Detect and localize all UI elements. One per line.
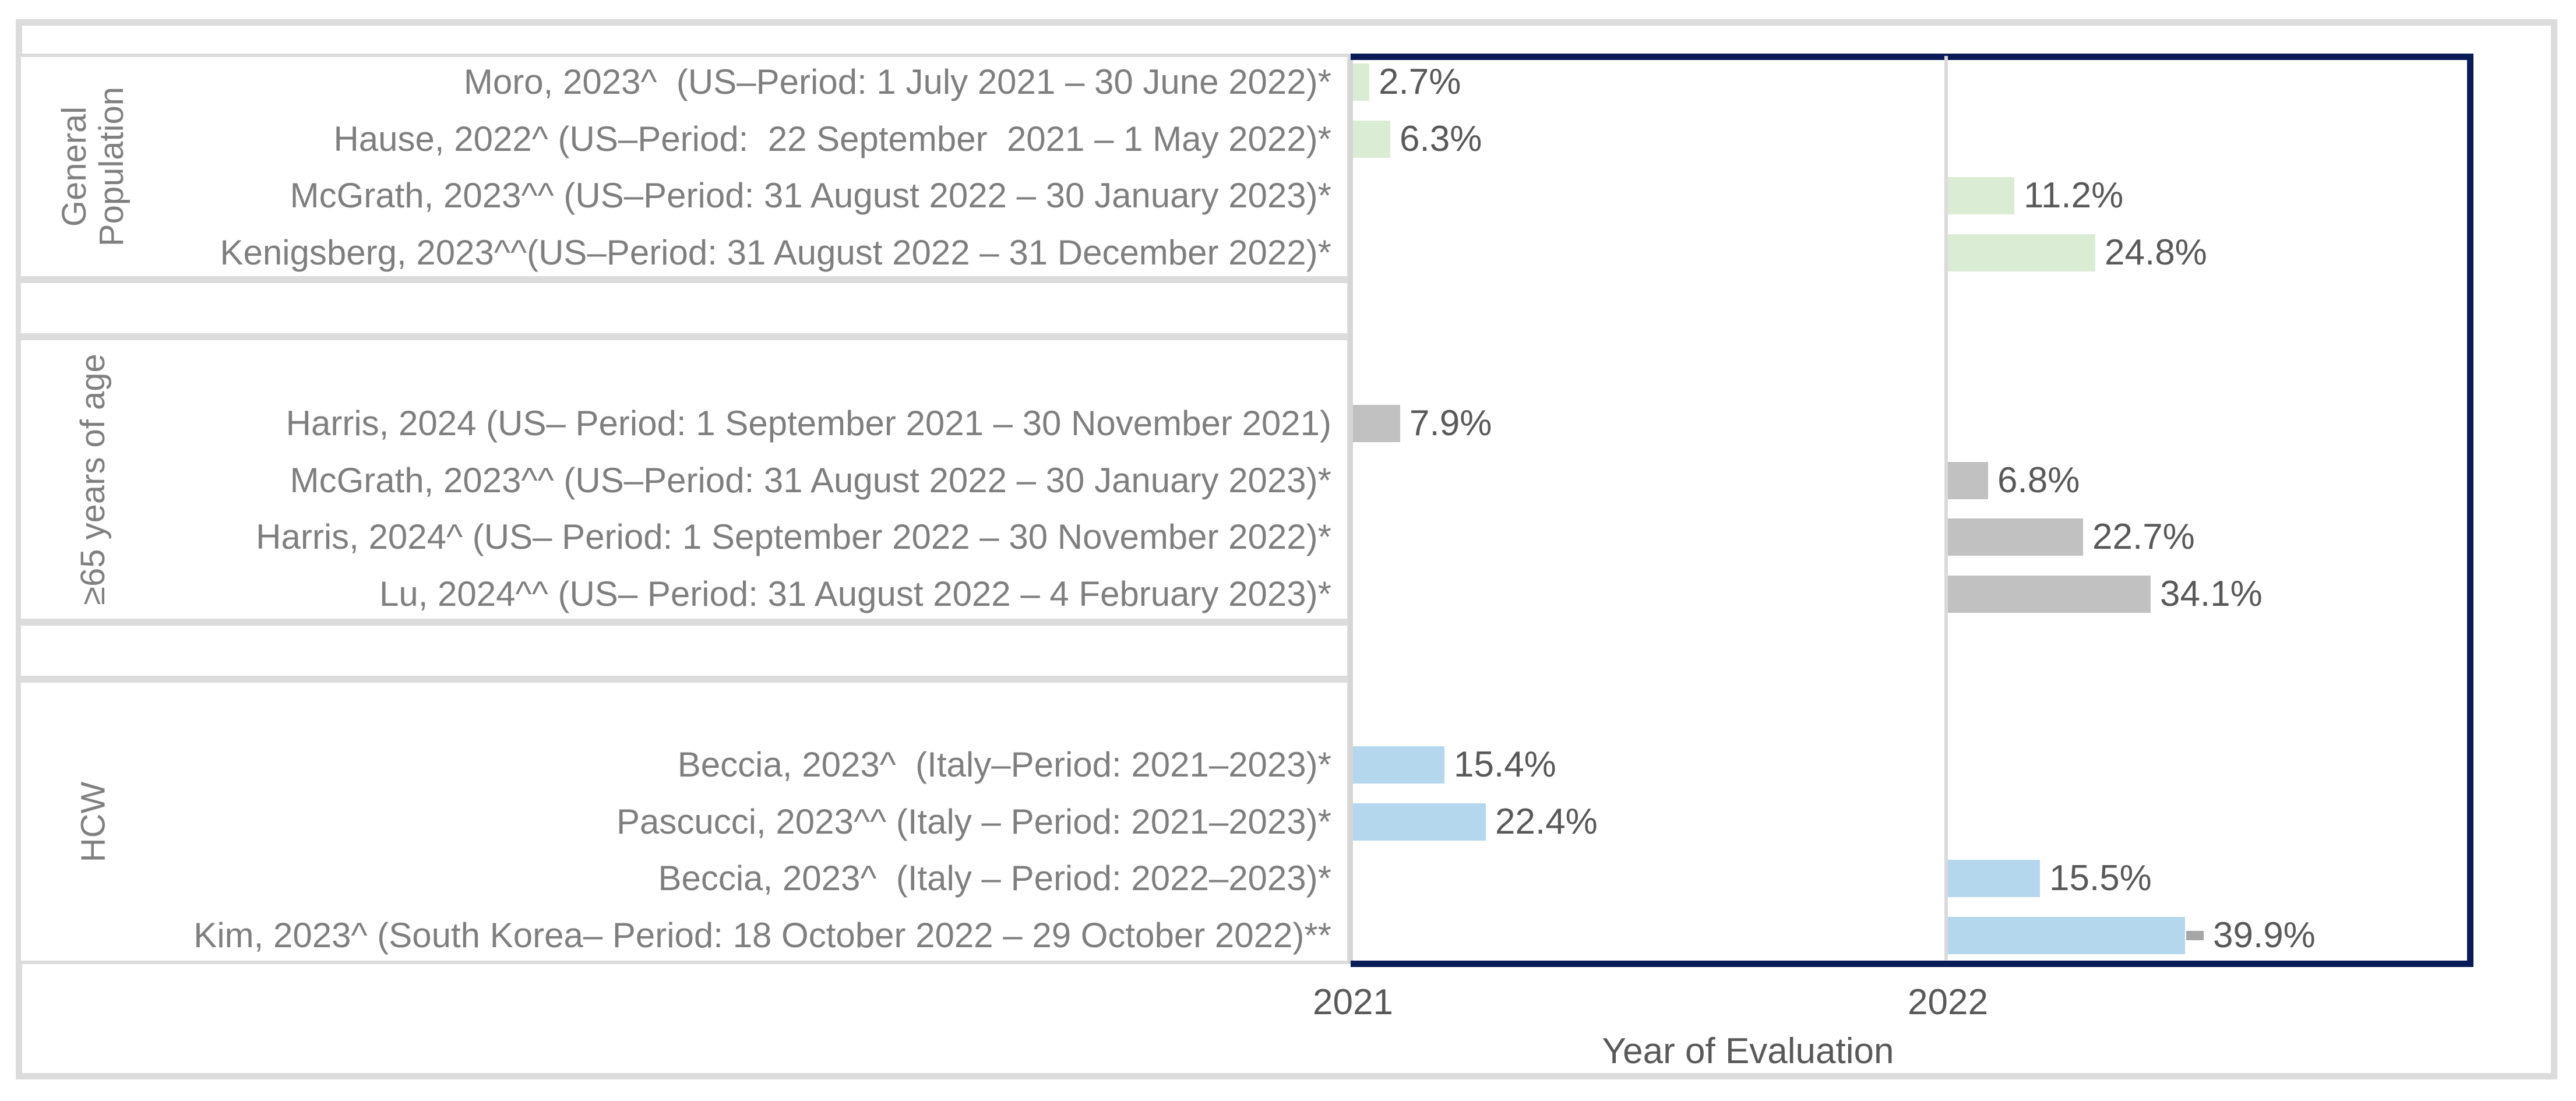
value-label: 34.1% (2160, 574, 2263, 615)
bar-2021-6.3% (1353, 120, 1390, 158)
bar-2022-6.8% (1948, 461, 1988, 499)
value-label: 7.9% (1409, 403, 1492, 443)
group-label-line: HCW (74, 781, 112, 862)
bar-2022-11.2% (1948, 177, 2014, 215)
group-label-1: ≥65 years of age (73, 337, 114, 622)
value-label: 24.8% (2105, 232, 2207, 273)
empty-spacer-box-1 (17, 622, 1351, 679)
study-label: Kim, 2023^ (South Korea– Period: 18 Octo… (193, 916, 1331, 955)
x-tick-2021: 2021 (1313, 982, 1393, 1022)
value-label: 6.3% (1400, 118, 1482, 159)
x-axis-title: Year of Evaluation (1602, 1031, 1894, 1071)
category-axis-line (1348, 54, 1353, 964)
value-label: 22.4% (1495, 801, 1598, 842)
study-label: McGrath, 2023^^ (US–Period: 31 August 20… (290, 460, 1331, 500)
gridline-2022 (1944, 56, 1948, 960)
value-label: 39.9% (2213, 915, 2316, 956)
study-label: Pascucci, 2023^^ (Italy – Period: 2021–2… (616, 802, 1331, 841)
group-label-0: General Population (52, 27, 134, 306)
bar-2022-39.9% (1948, 917, 2185, 955)
group-label-2: HCW (73, 679, 114, 964)
value-label: 15.4% (1454, 744, 1556, 785)
bar-2022-22.7% (1948, 518, 2083, 556)
bar-2022-24.8% (1948, 234, 2095, 271)
value-label: 22.7% (2092, 517, 2195, 557)
bar-2022-15.5% (1948, 860, 2040, 898)
study-label: Hause, 2022^ (US–Period: 22 September 20… (333, 119, 1331, 158)
error-cap-dash (2186, 931, 2204, 941)
group-label-line: ≥65 years of age (74, 354, 112, 605)
plot-area-border (1351, 54, 2473, 967)
bar-2021-22.4% (1353, 803, 1486, 841)
group-label-line: General (55, 106, 93, 227)
value-label: 2.7% (1379, 61, 1461, 102)
value-label: 11.2% (2024, 175, 2124, 216)
study-label: Harris, 2024^ (US– Period: 1 September 2… (256, 517, 1331, 557)
group-box-1 (17, 337, 1351, 622)
study-label: Beccia, 2023^ (Italy–Period: 2021–2023)* (677, 745, 1331, 785)
x-tick-2022: 2022 (1908, 982, 1988, 1022)
study-label: Lu, 2024^^ (US– Period: 31 August 2022 –… (379, 574, 1331, 614)
study-label: Moro, 2023^ (US–Period: 1 July 2021 – 30… (463, 62, 1331, 101)
study-label: Harris, 2024 (US– Period: 1 September 20… (286, 403, 1331, 443)
value-label: 15.5% (2049, 858, 2152, 899)
bar-2021-7.9% (1353, 404, 1400, 442)
bar-2021-15.4% (1353, 746, 1444, 784)
group-label-line: Population (93, 86, 131, 247)
bar-2022-34.1% (1948, 576, 2151, 613)
group-box-2 (17, 679, 1351, 964)
group-box-0 (17, 54, 1351, 280)
bar-2021-2.7% (1353, 63, 1369, 101)
study-label: Kenigsberg, 2023^^(US–Period: 31 August … (220, 232, 1331, 272)
empty-spacer-box-0 (17, 280, 1351, 337)
study-label: McGrath, 2023^^ (US–Period: 31 August 20… (290, 176, 1331, 216)
study-label: Beccia, 2023^ (Italy – Period: 2022–2023… (658, 859, 1331, 898)
value-label: 6.8% (1997, 460, 2080, 500)
